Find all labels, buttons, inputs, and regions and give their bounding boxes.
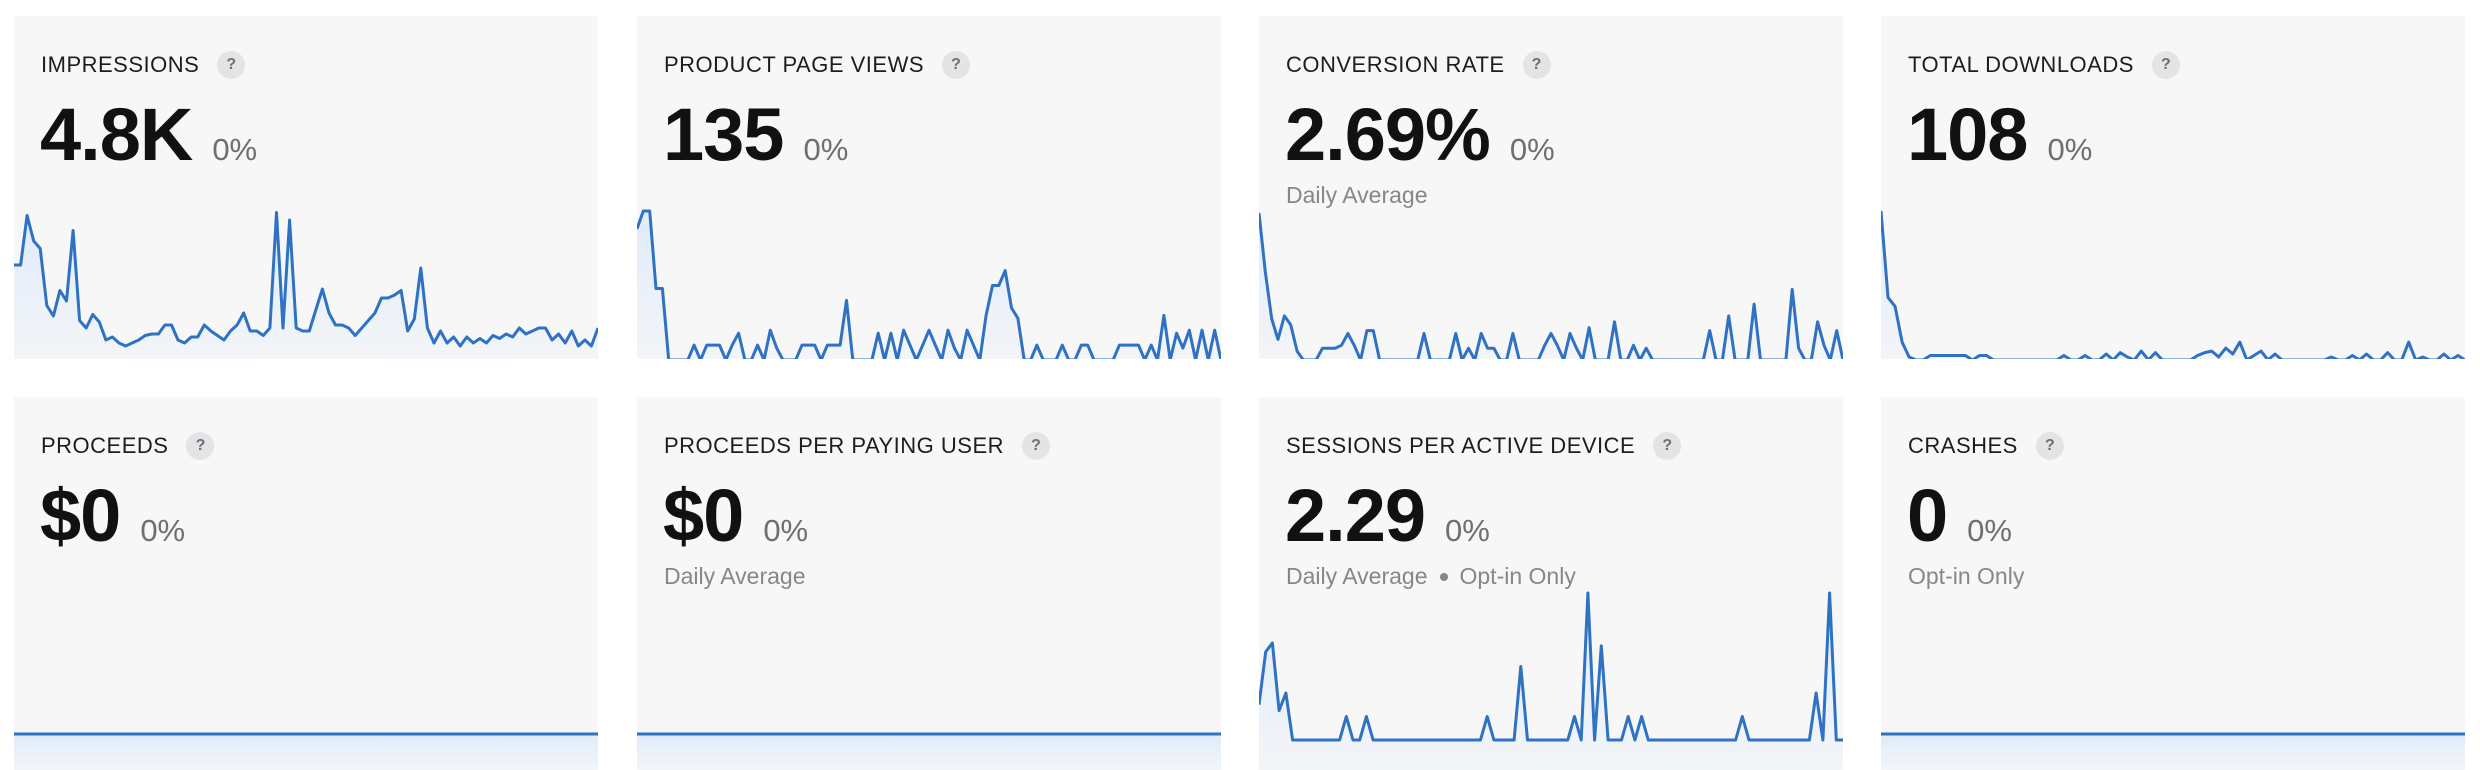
card-header: IMPRESSIONS ? — [41, 51, 246, 79]
sparkline-chart — [637, 732, 1221, 770]
sparkline-area — [1881, 211, 2465, 359]
subtitle-daily-average: Daily Average — [1286, 563, 1428, 589]
sparkline-chart — [1881, 210, 2465, 359]
sparkline-area — [637, 734, 1221, 770]
help-icon[interactable]: ? — [2035, 432, 2064, 460]
metric-value: 135 — [663, 93, 784, 176]
value-row: 108 0% — [1907, 98, 2092, 172]
help-icon[interactable]: ? — [1022, 432, 1051, 460]
metric-title: TOTAL DOWNLOADS — [1908, 52, 2134, 77]
sparkline-area — [1881, 734, 2465, 770]
sparkline-line — [1259, 212, 1843, 359]
metric-card-proceeds[interactable]: PROCEEDS ? $0 0% — [14, 397, 598, 770]
metric-change: 0% — [2047, 132, 2093, 167]
metric-subtitle: Daily Average Opt-in Only — [1286, 563, 1576, 590]
metric-change: 0% — [1967, 513, 2012, 548]
metric-card-impressions[interactable]: IMPRESSIONS ? 4.8K 0% — [14, 16, 598, 359]
metric-title: PRODUCT PAGE VIEWS — [664, 52, 925, 77]
sparkline-area — [14, 734, 598, 770]
sparkline-line — [1259, 591, 1843, 742]
card-header: PROCEEDS ? — [41, 432, 215, 460]
sparkline-area — [1259, 593, 1843, 770]
card-header: CONVERSION RATE ? — [1286, 51, 1551, 79]
value-row: 2.29 0% — [1285, 479, 1490, 553]
help-icon[interactable]: ? — [217, 51, 246, 79]
sparkline-area — [637, 211, 1221, 359]
help-icon[interactable]: ? — [1653, 432, 1682, 460]
metric-change: 0% — [1445, 513, 1490, 548]
metric-title: SESSIONS PER ACTIVE DEVICE — [1286, 433, 1636, 458]
metric-change: 0% — [763, 513, 809, 548]
sparkline-chart — [14, 211, 598, 359]
value-row: 135 0% — [663, 98, 848, 172]
sparkline-line — [14, 211, 598, 348]
card-header: PRODUCT PAGE VIEWS ? — [664, 51, 971, 79]
help-icon[interactable]: ? — [186, 432, 215, 460]
sparkline-chart — [1259, 591, 1843, 770]
metric-value: 4.8K — [40, 93, 193, 176]
sparkline-chart — [1881, 732, 2465, 770]
metric-subtitle: Opt-in Only — [1908, 563, 2024, 590]
sparkline-chart — [14, 732, 598, 770]
sparkline-chart — [1259, 212, 1843, 359]
help-icon[interactable]: ? — [1522, 51, 1551, 79]
subtitle-daily-average: Daily Average — [1286, 182, 1428, 208]
help-icon[interactable]: ? — [942, 51, 971, 79]
metric-title: PROCEEDS PER PAYING USER — [664, 433, 1005, 458]
metric-change: 0% — [212, 132, 258, 167]
subtitle-opt-in-only: Opt-in Only — [1908, 563, 2025, 589]
subtitle-daily-average: Daily Average — [664, 563, 806, 589]
sparkline-area — [14, 212, 598, 359]
metric-title: CRASHES — [1908, 433, 2018, 458]
metric-change: 0% — [140, 513, 186, 548]
metric-card-sessions-per-active-device[interactable]: SESSIONS PER ACTIVE DEVICE ? 2.29 0% Dai… — [1259, 397, 1843, 770]
metric-card-product-page-views[interactable]: PRODUCT PAGE VIEWS ? 135 0% — [637, 16, 1221, 359]
sparkline-chart — [637, 209, 1221, 359]
metric-title: PROCEEDS — [41, 433, 169, 458]
metric-change: 0% — [1509, 132, 1555, 167]
separator-dot — [1439, 572, 1448, 581]
help-icon[interactable]: ? — [2151, 51, 2180, 79]
value-row: $0 0% — [40, 479, 185, 553]
value-row: 4.8K 0% — [40, 98, 257, 172]
metric-card-proceeds-per-paying-user[interactable]: PROCEEDS PER PAYING USER ? $0 0% Daily A… — [637, 397, 1221, 770]
value-row: $0 0% — [663, 479, 808, 553]
sparkline-line — [1881, 210, 2465, 359]
metric-subtitle: Daily Average — [1286, 182, 1428, 209]
metric-value: 2.69% — [1285, 93, 1491, 176]
value-row: 0 0% — [1907, 479, 2012, 553]
card-header: SESSIONS PER ACTIVE DEVICE ? — [1286, 432, 1682, 460]
sparkline-line — [637, 209, 1221, 359]
subtitle-opt-in-only: Opt-in Only — [1459, 563, 1576, 589]
metric-card-crashes[interactable]: CRASHES ? 0 0% Opt-in Only — [1881, 397, 2465, 770]
metric-value: 108 — [1907, 93, 2028, 176]
metric-card-total-downloads[interactable]: TOTAL DOWNLOADS ? 108 0% — [1881, 16, 2465, 359]
value-row: 2.69% 0% — [1285, 98, 1555, 172]
metric-change: 0% — [803, 132, 849, 167]
card-header: TOTAL DOWNLOADS ? — [1908, 51, 2180, 79]
metric-value: 0 — [1907, 474, 1948, 557]
metric-title: IMPRESSIONS — [41, 52, 200, 77]
metric-value: $0 — [40, 474, 121, 557]
metric-value: $0 — [663, 474, 744, 557]
metric-card-conversion-rate[interactable]: CONVERSION RATE ? 2.69% 0% Daily Average — [1259, 16, 1843, 359]
card-header: CRASHES ? — [1908, 432, 2064, 460]
metric-value: 2.29 — [1285, 474, 1426, 557]
metric-title: CONVERSION RATE — [1286, 52, 1505, 77]
card-header: PROCEEDS PER PAYING USER ? — [664, 432, 1051, 460]
metric-subtitle: Daily Average — [664, 563, 806, 590]
